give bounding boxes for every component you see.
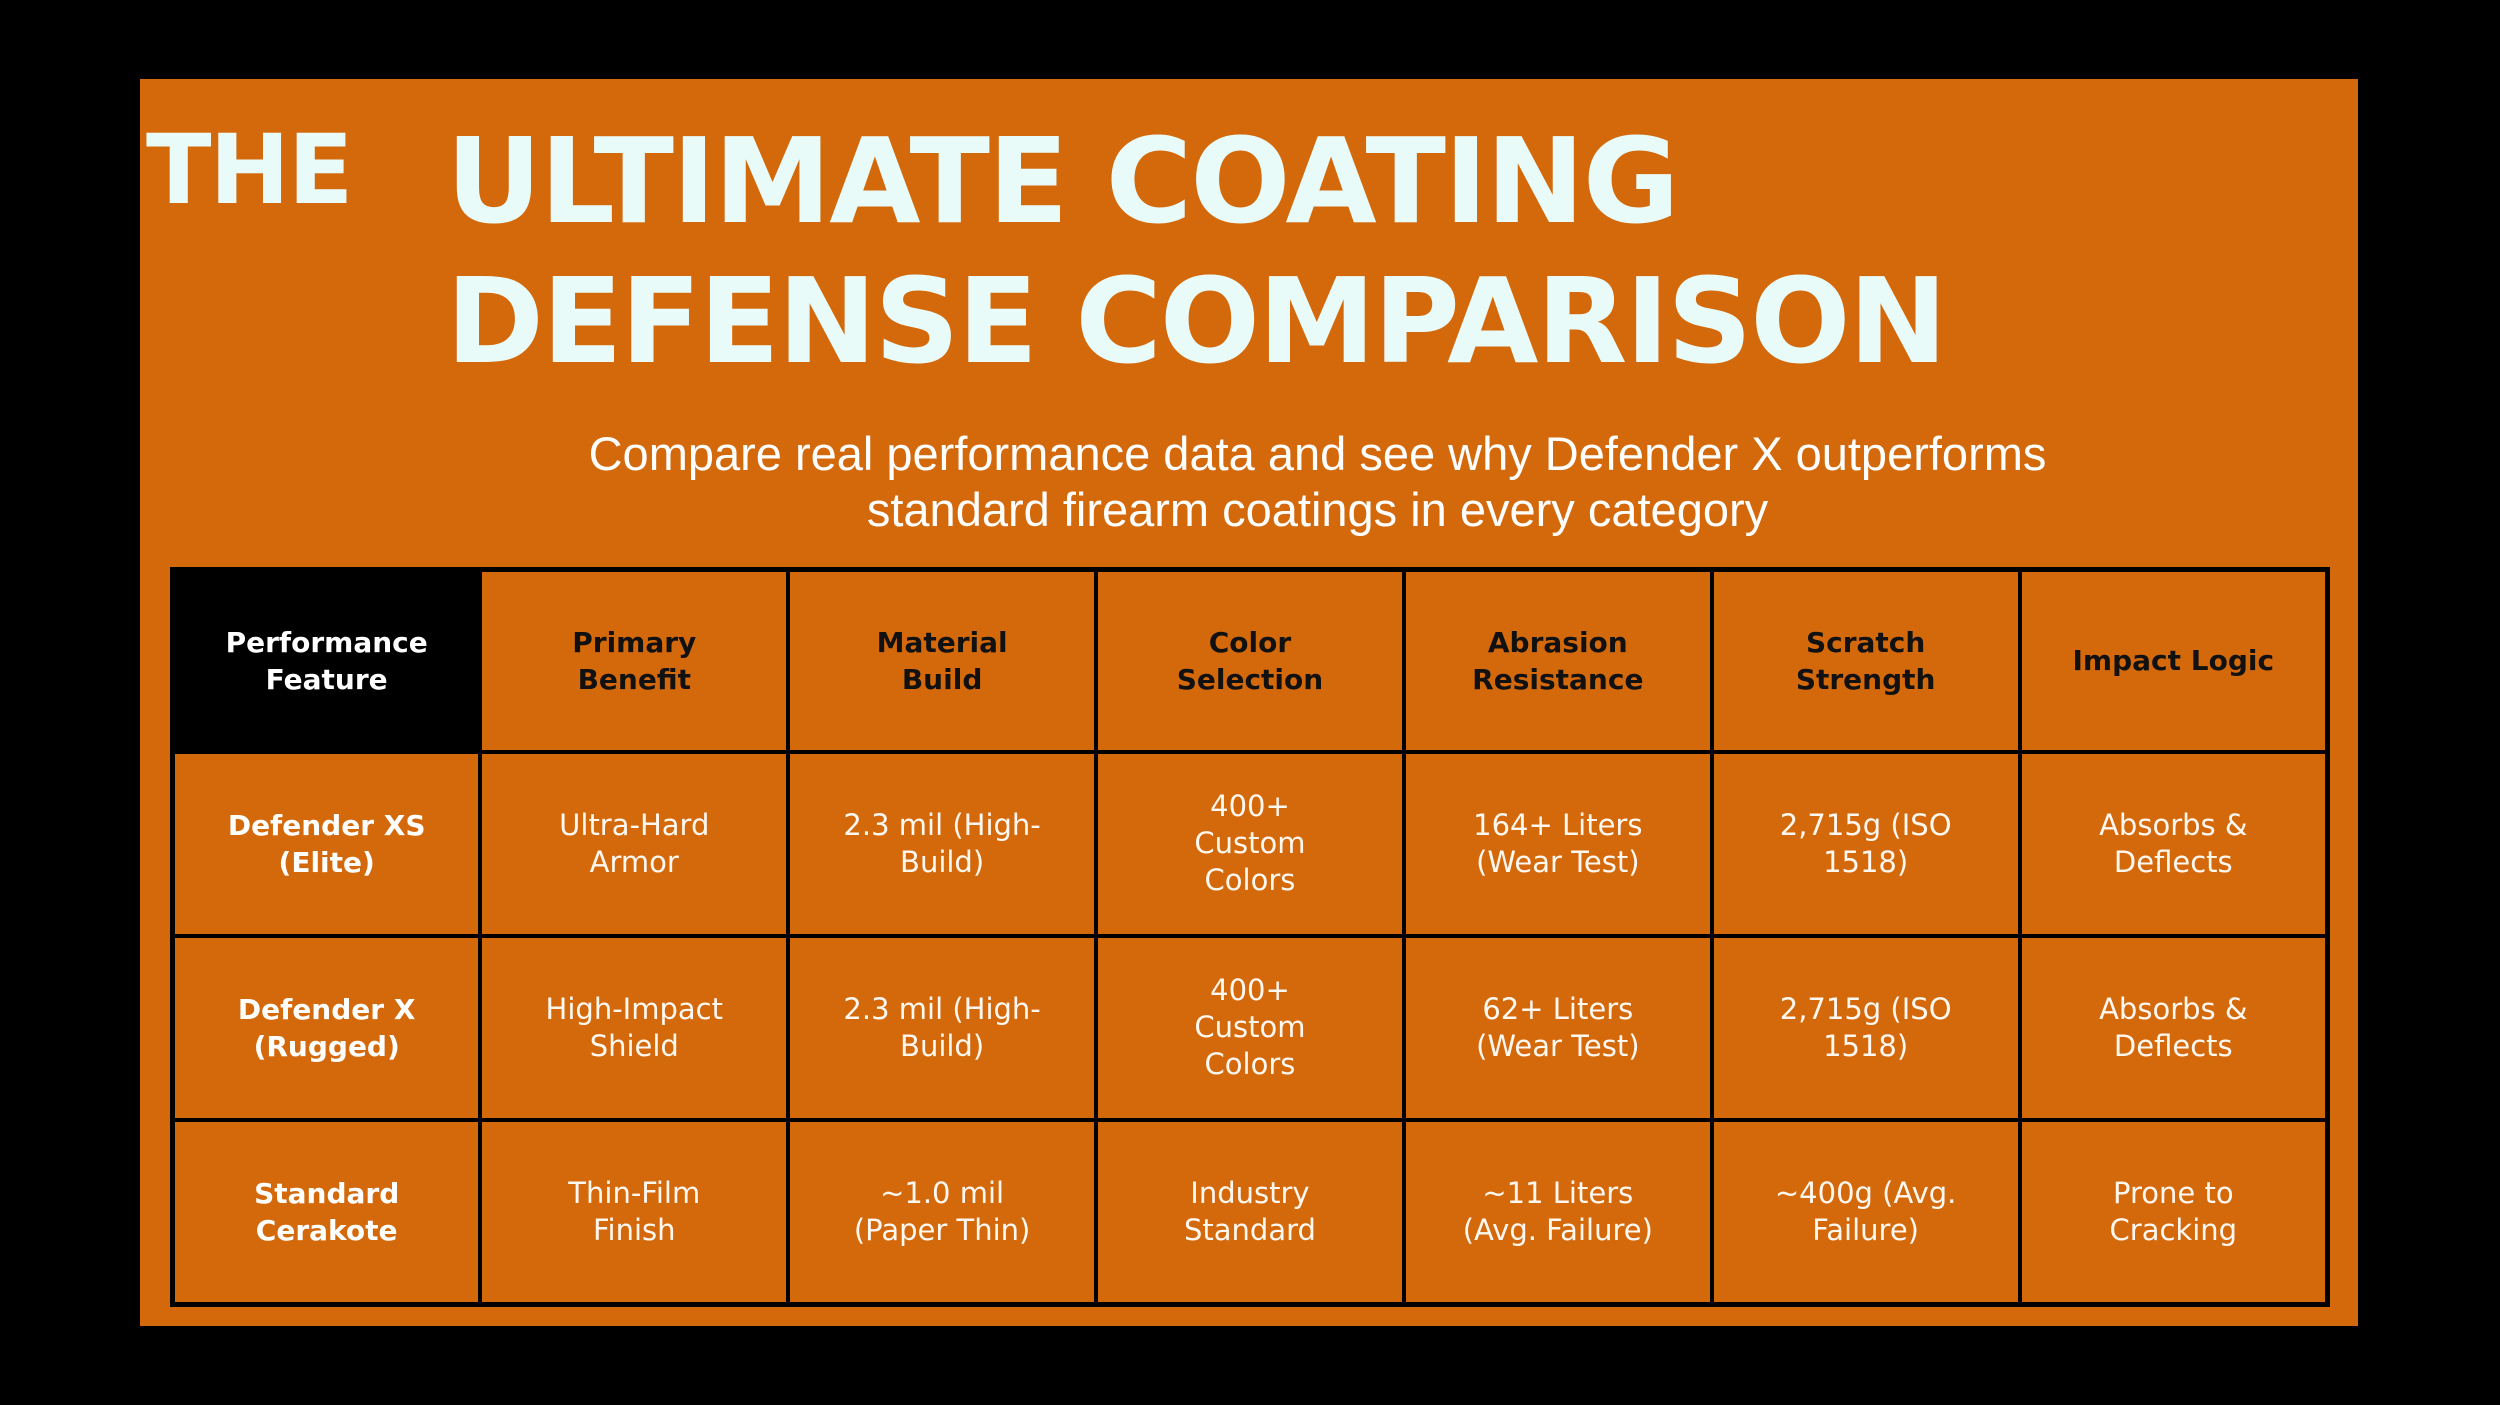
cell-text: (Avg. Failure) bbox=[1462, 1213, 1653, 1248]
cell-text: Absorbs & bbox=[2099, 807, 2248, 842]
row-label-cell: Defender XS (Elite) bbox=[170, 749, 483, 938]
title-line-2: DEFENSE COMPARISON bbox=[446, 252, 1947, 390]
cell-text: 164+ Liters bbox=[1473, 807, 1643, 842]
cell-text: Standard bbox=[1183, 1213, 1316, 1248]
header-cell-impact-logic: Impact Logic bbox=[2017, 567, 2330, 754]
table-cell: Absorbs & Deflects bbox=[2017, 749, 2330, 938]
cell-text: Cracking bbox=[2109, 1213, 2238, 1248]
cell-text: Custom bbox=[1194, 1010, 1306, 1045]
cell-text: ~11 Liters bbox=[1482, 1176, 1634, 1211]
header-text: Selection bbox=[1176, 662, 1324, 696]
header-text: Strength bbox=[1795, 662, 1936, 696]
table-cell: Ultra-Hard Armor bbox=[478, 749, 791, 938]
subtitle: Compare real performance data and see wh… bbox=[340, 426, 2295, 538]
cell-text: 2,715g (ISO bbox=[1779, 807, 1952, 842]
cell-text: Industry bbox=[1190, 1176, 1310, 1211]
row-label-text: Cerakote bbox=[255, 1214, 398, 1248]
cell-text: 2.3 mil (High- bbox=[843, 991, 1041, 1026]
table-cell: 2,715g (ISO 1518) bbox=[1709, 749, 2022, 938]
table-cell: Thin-Film Finish bbox=[478, 1118, 791, 1307]
header-text: Feature bbox=[265, 662, 388, 696]
cell-text: ~400g (Avg. bbox=[1774, 1176, 1957, 1211]
subtitle-line-2: standard firearm coatings in every categ… bbox=[866, 483, 1769, 536]
table-cell: 2.3 mil (High- Build) bbox=[786, 933, 1099, 1123]
header-text: Resistance bbox=[1472, 662, 1644, 696]
table-cell: ~400g (Avg. Failure) bbox=[1709, 1118, 2022, 1307]
table-cell: Absorbs & Deflects bbox=[2017, 933, 2330, 1123]
cell-text: Thin-Film bbox=[568, 1176, 701, 1211]
cell-text: 1518) bbox=[1823, 1028, 1909, 1063]
row-label-text: (Rugged) bbox=[253, 1029, 400, 1063]
cell-text: 2.3 mil (High- bbox=[843, 807, 1041, 842]
row-label-text: Defender X bbox=[237, 992, 416, 1026]
table-row-defender-x: Defender X (Rugged) High-Impact Shield 2… bbox=[170, 933, 2330, 1123]
title-line-1: ULTIMATE COATING bbox=[446, 112, 1680, 250]
cell-text: 2,715g (ISO bbox=[1779, 991, 1952, 1026]
header-cell-scratch-strength: Scratch Strength bbox=[1709, 567, 2022, 754]
cell-text: Ultra-Hard bbox=[559, 807, 710, 842]
header-cell-material-build: Material Build bbox=[786, 567, 1099, 754]
comparison-table: Performance Feature Primary Benefit Mate… bbox=[170, 567, 2330, 1307]
table-cell: Prone to Cracking bbox=[2017, 1118, 2330, 1307]
header-text: Build bbox=[901, 662, 983, 696]
cell-text: 1518) bbox=[1823, 844, 1909, 879]
header-row: Performance Feature Primary Benefit Mate… bbox=[170, 567, 2330, 754]
table-cell: 2,715g (ISO 1518) bbox=[1709, 933, 2022, 1123]
cell-text: 400+ bbox=[1210, 789, 1290, 824]
header-cell-primary-benefit: Primary Benefit bbox=[478, 567, 791, 754]
table-cell: 2.3 mil (High- Build) bbox=[786, 749, 1099, 938]
header-text: Performance bbox=[225, 625, 428, 659]
cell-text: Finish bbox=[592, 1213, 676, 1248]
row-label-text: Standard bbox=[254, 1177, 400, 1211]
header-text: Abrasion bbox=[1487, 625, 1628, 659]
header-text: Scratch bbox=[1805, 625, 1926, 659]
table-cell: 164+ Liters (Wear Test) bbox=[1401, 749, 1714, 938]
header-cell-performance-feature: Performance Feature bbox=[170, 567, 483, 754]
cell-text: Colors bbox=[1204, 863, 1296, 898]
cell-text: Absorbs & bbox=[2099, 991, 2248, 1026]
table-cell: 400+ Custom Colors bbox=[1094, 933, 1406, 1123]
table-cell: Industry Standard bbox=[1094, 1118, 1406, 1307]
table-cell: ~11 Liters (Avg. Failure) bbox=[1401, 1118, 1714, 1307]
cell-text: Armor bbox=[589, 844, 679, 879]
header-text: Color bbox=[1208, 625, 1292, 659]
cell-text: Build) bbox=[900, 844, 985, 879]
cell-text: ~1.0 mil bbox=[880, 1176, 1005, 1211]
header-cell-abrasion-resistance: Abrasion Resistance bbox=[1401, 567, 1714, 754]
cell-text: Shield bbox=[589, 1028, 679, 1063]
cell-text: High-Impact bbox=[545, 991, 723, 1026]
table-row-standard-cerakote: Standard Cerakote Thin-Film Finish ~1.0 … bbox=[170, 1118, 2330, 1307]
cell-text: Failure) bbox=[1812, 1213, 1919, 1248]
row-label-cell: Defender X (Rugged) bbox=[170, 933, 483, 1123]
header-text: Impact Logic bbox=[2072, 644, 2275, 678]
row-label-text: (Elite) bbox=[278, 845, 375, 879]
header-text: Benefit bbox=[577, 662, 691, 696]
cell-text: 62+ Liters bbox=[1482, 991, 1634, 1026]
table-row-defender-xs: Defender XS (Elite) Ultra-Hard Armor 2.3… bbox=[170, 749, 2330, 938]
cell-text: (Wear Test) bbox=[1476, 1028, 1640, 1063]
row-label-text: Defender XS bbox=[227, 808, 426, 842]
table-cell: 62+ Liters (Wear Test) bbox=[1401, 933, 1714, 1123]
title-prefix: THE bbox=[146, 114, 353, 226]
row-label-cell: Standard Cerakote bbox=[170, 1118, 483, 1307]
cell-text: Deflects bbox=[2113, 844, 2233, 879]
header-text: Primary bbox=[572, 625, 697, 659]
cell-text: (Paper Thin) bbox=[853, 1213, 1031, 1248]
header-text: Material bbox=[876, 625, 1008, 659]
cell-text: Prone to bbox=[2113, 1176, 2234, 1211]
cell-text: Colors bbox=[1204, 1047, 1296, 1082]
table-cell: ~1.0 mil (Paper Thin) bbox=[786, 1118, 1099, 1307]
cell-text: Build) bbox=[900, 1028, 985, 1063]
cell-text: 400+ bbox=[1210, 973, 1290, 1008]
subtitle-line-1: Compare real performance data and see wh… bbox=[588, 427, 2047, 480]
cell-text: Custom bbox=[1194, 826, 1306, 861]
cell-text: Deflects bbox=[2113, 1028, 2233, 1063]
cell-text: (Wear Test) bbox=[1476, 844, 1640, 879]
table-cell: High-Impact Shield bbox=[478, 933, 791, 1123]
table-cell: 400+ Custom Colors bbox=[1094, 749, 1406, 938]
header-cell-color-selection: Color Selection bbox=[1094, 567, 1406, 754]
